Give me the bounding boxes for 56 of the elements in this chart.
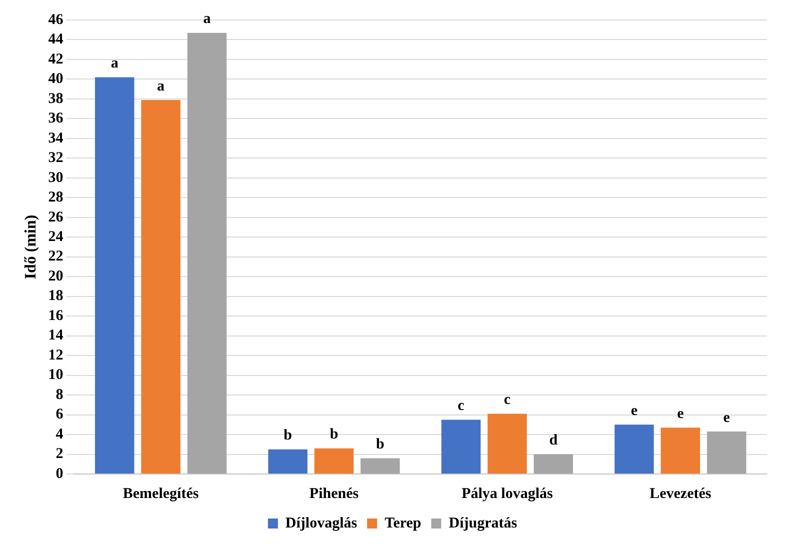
y-tick-label: 28 <box>48 190 64 206</box>
data-label: e <box>630 403 638 420</box>
legend-label: Díjlovaglás <box>285 515 358 532</box>
y-tick-label: 34 <box>48 130 64 146</box>
data-label: a <box>157 78 166 94</box>
bar <box>141 100 180 474</box>
y-tick-label: 22 <box>48 248 64 265</box>
data-label: c <box>504 392 511 408</box>
y-tick-label: 26 <box>48 209 64 226</box>
y-tick-label: 38 <box>48 90 64 107</box>
y-tick-label: 6 <box>56 406 64 423</box>
bar <box>360 458 400 474</box>
y-tick-label: 16 <box>48 308 64 324</box>
y-tick-label: 8 <box>56 386 64 403</box>
y-tick-label: 20 <box>48 268 64 284</box>
y-tick-label: 12 <box>48 347 64 364</box>
y-tick-label: 24 <box>48 229 64 246</box>
x-tick-label: Levezetés <box>650 486 712 502</box>
data-label: d <box>549 432 558 449</box>
y-tick-label: 2 <box>56 446 64 462</box>
data-label: e <box>677 406 684 422</box>
y-tick-label: 10 <box>48 367 64 384</box>
bar <box>94 77 134 474</box>
data-label: b <box>376 436 384 453</box>
x-tick-label: Pálya lovaglás <box>462 486 553 502</box>
bar <box>706 432 746 474</box>
data-label: e <box>723 410 730 426</box>
data-label: c <box>458 398 465 414</box>
bar <box>660 428 700 474</box>
legend-label: Terep <box>384 515 422 532</box>
y-axis-title: Idő (min) <box>22 214 40 280</box>
x-tick-label: Bemelegítés <box>122 486 199 502</box>
x-tick-label: Pihenés <box>309 486 359 502</box>
bar <box>314 448 354 474</box>
y-tick-label: 4 <box>56 426 64 442</box>
bar <box>488 414 527 474</box>
data-label: a <box>203 11 212 28</box>
y-tick-label: 40 <box>48 71 64 88</box>
y-tick-label: 14 <box>48 328 64 344</box>
bar <box>614 424 654 474</box>
y-tick-label: 0 <box>56 466 64 482</box>
y-tick-label: 46 <box>48 12 64 28</box>
data-label: a <box>110 56 119 72</box>
bar <box>187 32 227 474</box>
y-tick-label: 30 <box>48 170 64 186</box>
bar <box>441 420 481 474</box>
bar <box>534 454 574 474</box>
data-label: b <box>330 426 338 443</box>
y-tick-label: 36 <box>48 110 64 127</box>
data-label: b <box>284 428 292 444</box>
y-tick-label: 32 <box>48 150 64 166</box>
y-tick-label: 18 <box>48 288 64 304</box>
bar <box>268 449 308 474</box>
legend-label: Díjugratás <box>448 515 518 532</box>
y-tick-label: 44 <box>48 32 64 48</box>
y-tick-label: 42 <box>48 51 64 68</box>
